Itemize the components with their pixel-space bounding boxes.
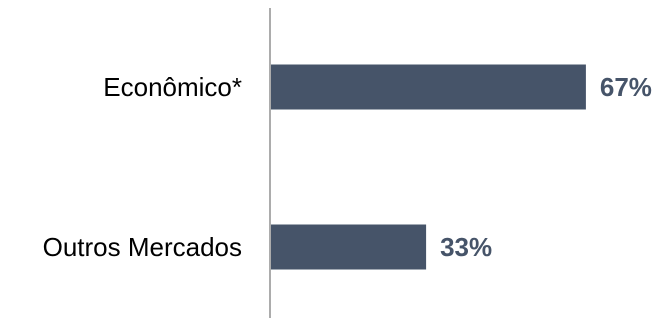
value-label-1: 33% (440, 232, 492, 262)
bar-1 (271, 224, 427, 270)
category-label-0: Econômico* (103, 72, 242, 102)
value-label-0: 67% (600, 72, 652, 102)
bar-0 (271, 64, 586, 110)
labels-layer: Econômico* 67% Outros Mercados 33% (43, 72, 652, 262)
bars-layer (271, 64, 586, 270)
category-label-1: Outros Mercados (43, 232, 242, 262)
